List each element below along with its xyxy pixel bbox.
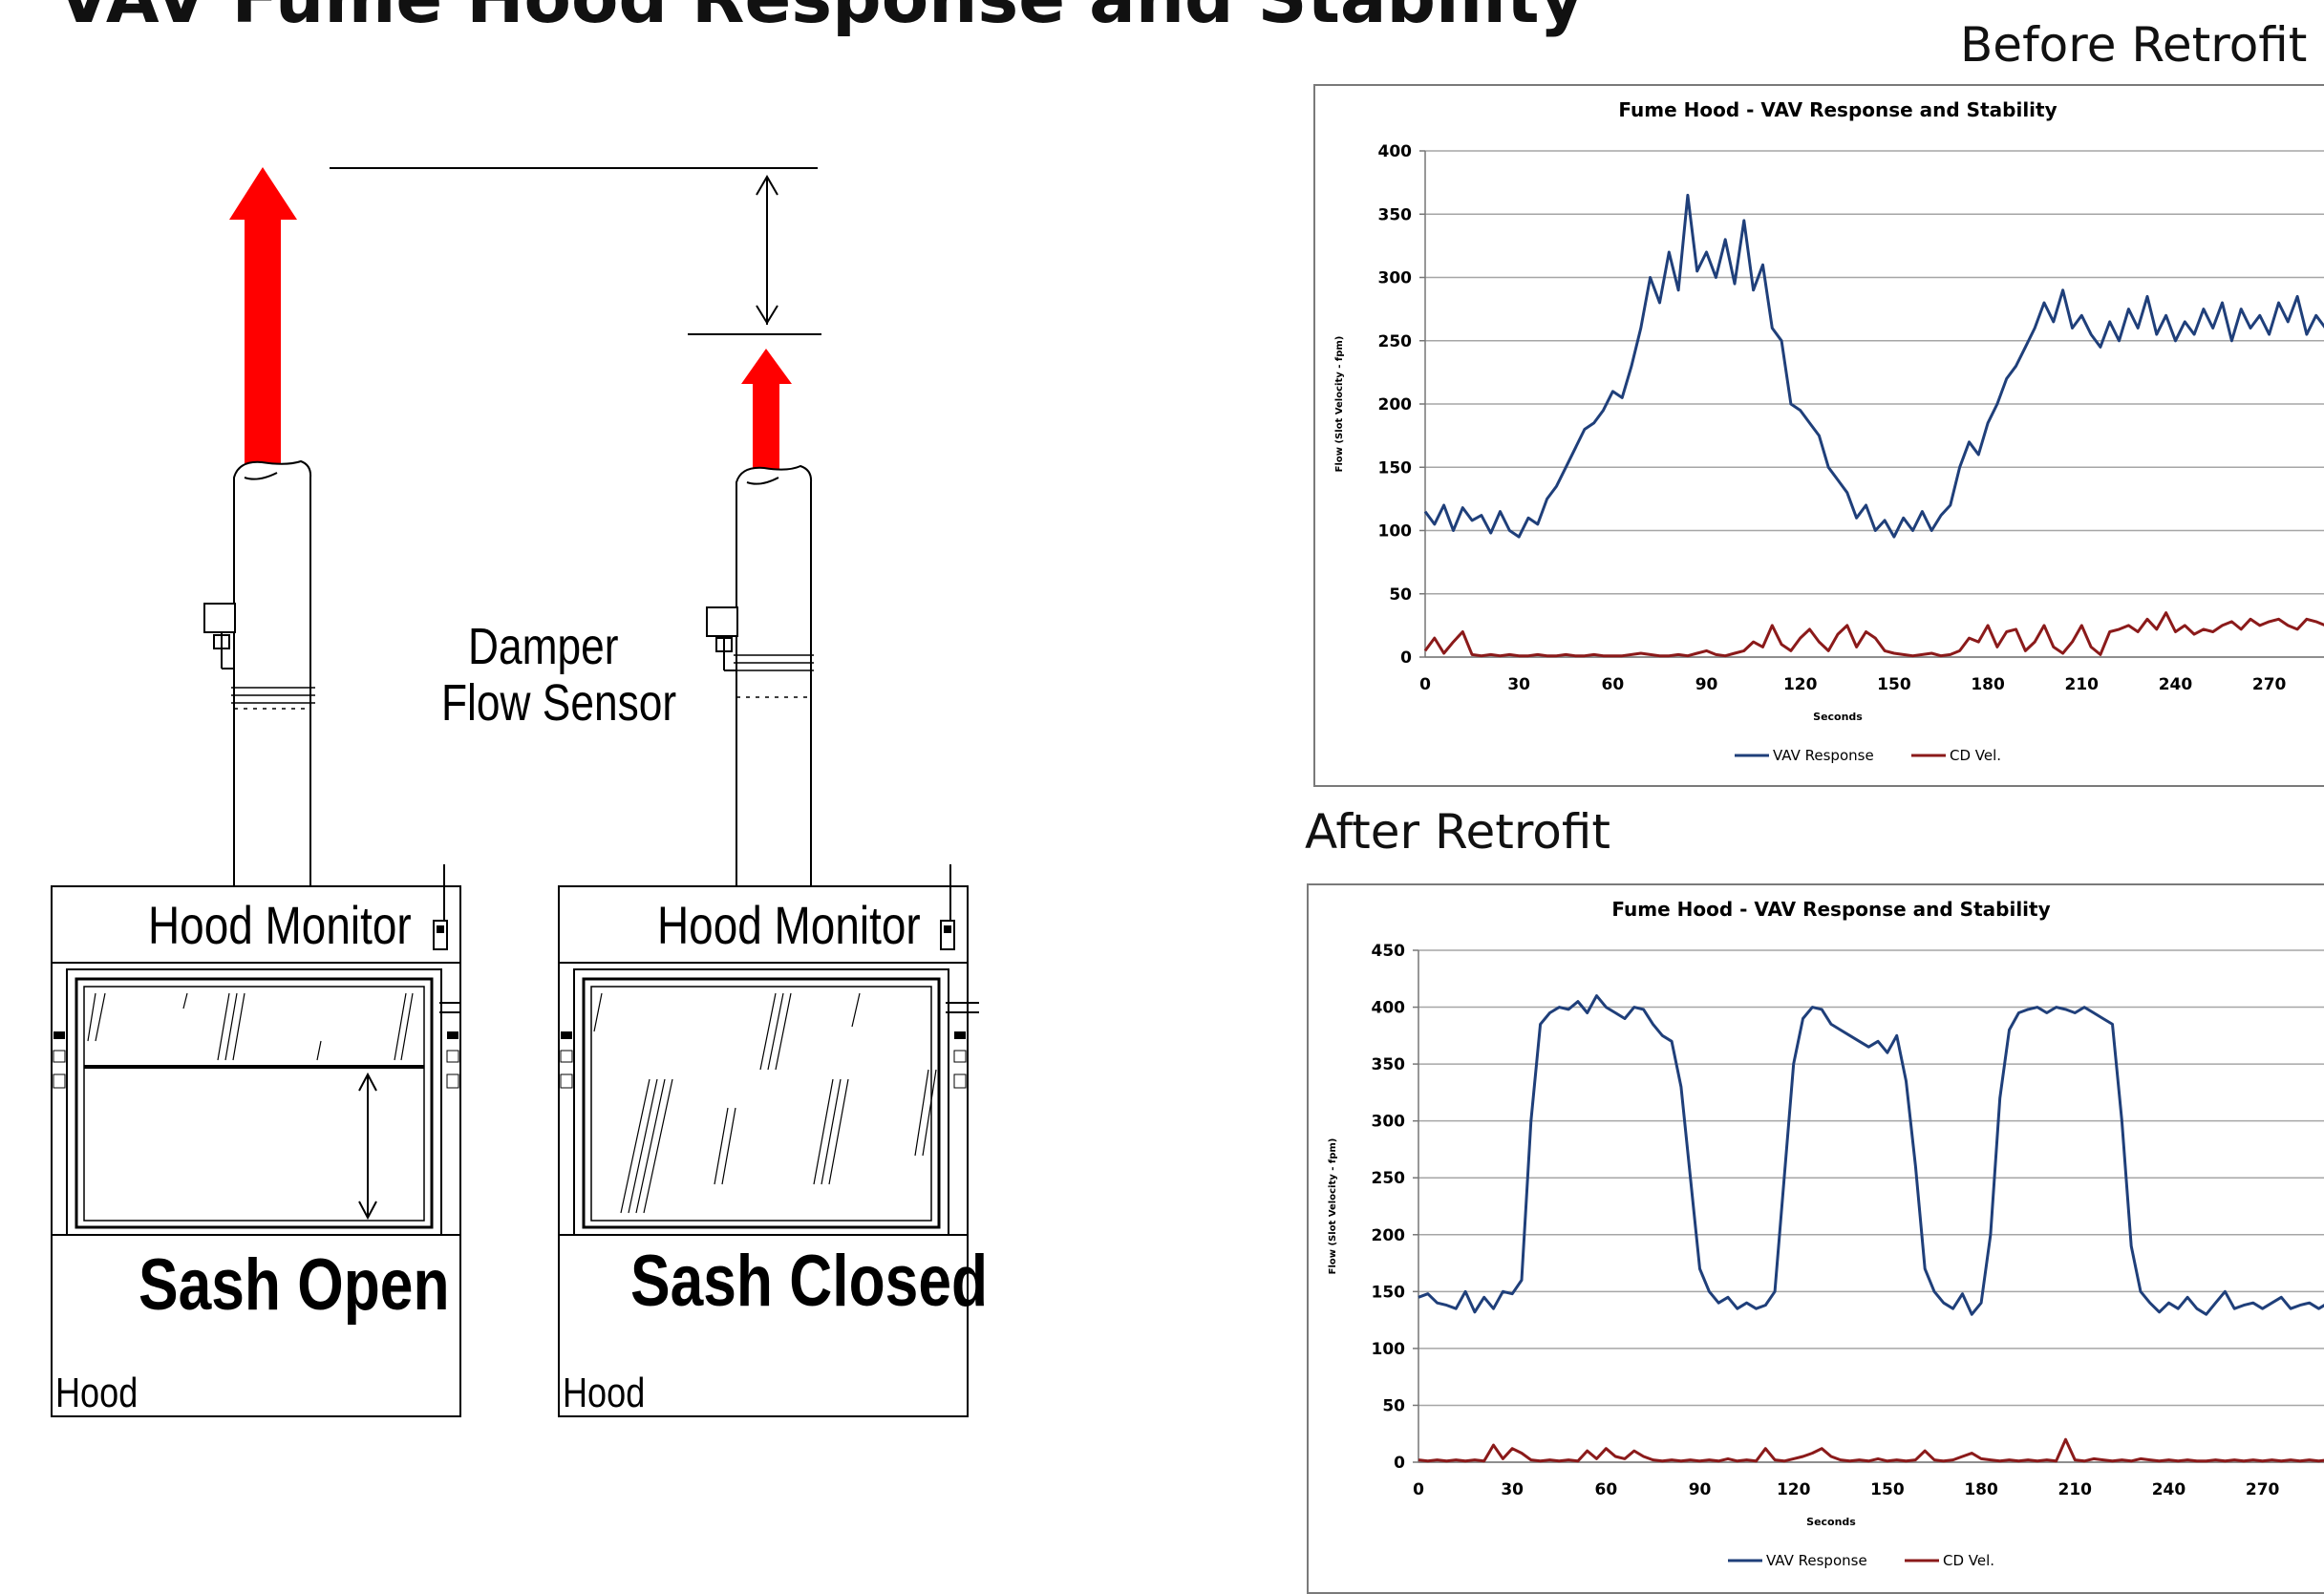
y-tick-label: 0 [1394, 1454, 1405, 1473]
y-tick-label: 250 [1372, 1169, 1406, 1188]
damper-label: Damper [468, 618, 619, 675]
y-tick-label: 300 [1372, 1113, 1406, 1132]
y-tick-label: 150 [1372, 1283, 1406, 1302]
y-tick-label: 200 [1378, 395, 1413, 414]
after-retrofit-chart: Fume Hood - VAV Response and Stability 0 5… [1328, 898, 2324, 1569]
x-axis-label: Seconds [1813, 711, 1863, 723]
x-tick-label: 120 [1783, 675, 1818, 694]
y-tick-label: 100 [1378, 522, 1413, 542]
x-tick-label: 150 [1877, 675, 1911, 694]
hood-monitor-label-left: Hood Monitor [148, 895, 412, 955]
y-tick-label: 150 [1378, 458, 1413, 478]
sash-opening-double-arrow [358, 1072, 377, 1221]
damper-actuator-left-icon [203, 603, 236, 669]
y-tick-label: 350 [1378, 205, 1413, 224]
series-line-cd-vel- [1423, 611, 2324, 658]
y-tick-label: 400 [1372, 999, 1406, 1018]
y-axis-label: Flow (Slot Velocity - fpm) [1328, 1138, 1338, 1275]
x-tick-label: 90 [1689, 1480, 1712, 1499]
before-retrofit-chart: Fume Hood - VAV Response and Stability 0 5… [1334, 98, 2324, 764]
x-tick-label: 210 [2065, 675, 2100, 694]
exhaust-duct-right [734, 464, 814, 886]
y-tick-label: 0 [1400, 648, 1412, 668]
x-tick-label: 150 [1870, 1480, 1905, 1499]
series-line-vav-response [1418, 994, 2324, 1316]
legend-label: VAV Response [1773, 747, 1874, 764]
after-retrofit-chart-frame: Fume Hood - VAV Response and Stability 0 5… [1307, 883, 2324, 1594]
legend-label: CD Vel. [1943, 1552, 1994, 1569]
hood-label-right: Hood [563, 1370, 646, 1416]
low-flow-arrow-icon [741, 349, 792, 473]
hood-label-left: Hood [55, 1370, 139, 1416]
sash-closed-label: Sash Closed [630, 1241, 989, 1322]
legend-label: VAV Response [1766, 1552, 1867, 1569]
exhaust-duct-left [231, 459, 315, 886]
hood-cabinet-left [51, 864, 461, 1417]
x-tick-label: 0 [1419, 675, 1431, 694]
y-tick-label: 250 [1378, 332, 1413, 351]
flow-sensor-label: Flow Sensor [441, 674, 677, 732]
hood-cabinet-right [558, 864, 979, 1417]
slide-title: VAV Fume Hood Response and Stability [57, 0, 1584, 38]
x-tick-label: 90 [1695, 675, 1718, 694]
legend-label: CD Vel. [1950, 747, 2001, 764]
after-retrofit-caption: After Retrofit [1305, 804, 1610, 860]
before-retrofit-caption: Before Retrofit [1960, 17, 2308, 73]
x-axis-label: Seconds [1806, 1516, 1856, 1528]
x-tick-label: 180 [1971, 675, 2005, 694]
y-tick-label: 200 [1372, 1226, 1406, 1245]
fume-hood-diagram [51, 167, 979, 1417]
x-tick-label: 120 [1777, 1480, 1811, 1499]
y-tick-label: 350 [1372, 1055, 1406, 1074]
before-retrofit-chart-frame: Fume Hood - VAV Response and Stability 0 5… [1313, 84, 2324, 787]
x-tick-label: 270 [2252, 675, 2287, 694]
sash-open-label: Sash Open [139, 1244, 450, 1326]
x-tick-label: 240 [2159, 675, 2193, 694]
y-tick-label: 400 [1378, 142, 1413, 161]
chart-title: Fume Hood - VAV Response and Stability [1618, 98, 2057, 121]
y-tick-label: 100 [1372, 1340, 1406, 1359]
y-tick-label: 50 [1389, 585, 1412, 605]
x-tick-label: 180 [1964, 1480, 1998, 1499]
series-line-vav-response [1423, 193, 2324, 539]
y-tick-label: 300 [1378, 269, 1413, 288]
series-line-cd-vel- [1418, 1437, 2324, 1463]
x-tick-label: 210 [2058, 1480, 2093, 1499]
x-tick-label: 60 [1602, 675, 1625, 694]
x-tick-label: 240 [2152, 1480, 2186, 1499]
x-tick-label: 60 [1595, 1480, 1618, 1499]
high-flow-arrow-icon [229, 167, 297, 468]
hood-monitor-label-right: Hood Monitor [657, 895, 921, 955]
x-tick-label: 270 [2246, 1480, 2280, 1499]
damper-actuator-right-icon [706, 606, 738, 671]
x-tick-label: 30 [1507, 675, 1530, 694]
x-tick-label: 30 [1501, 1480, 1524, 1499]
y-tick-label: 50 [1382, 1396, 1405, 1415]
chart-title: Fume Hood - VAV Response and Stability [1611, 898, 2050, 921]
x-tick-label: 0 [1413, 1480, 1424, 1499]
y-axis-label: Flow (Slot Velocity - fpm) [1334, 336, 1345, 473]
flow-difference-double-arrow [756, 175, 778, 325]
y-tick-label: 450 [1372, 942, 1406, 961]
